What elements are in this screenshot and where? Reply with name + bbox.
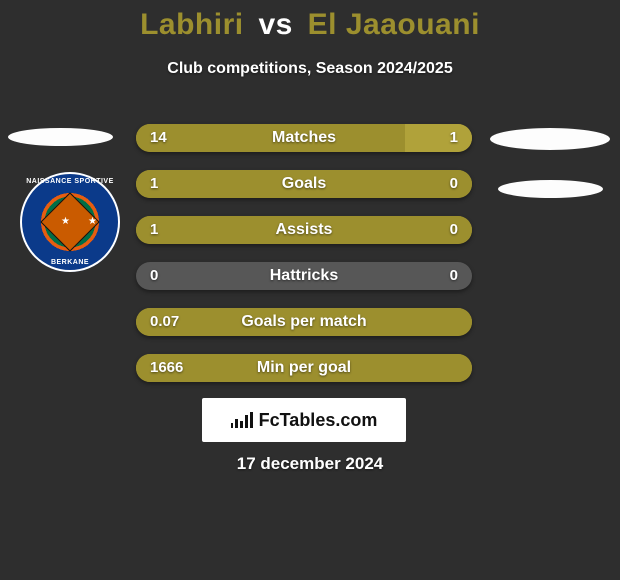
badge-stars: ★★	[20, 216, 138, 227]
placeholder-ellipse	[490, 128, 610, 150]
canvas: Labhiri vs El Jaaouani Club competitions…	[0, 0, 620, 580]
stat-label: Matches	[136, 124, 472, 152]
badge-text-bottom: BERKANE	[20, 259, 120, 266]
fctables-logo: FcTables.com	[202, 398, 406, 442]
stat-row: 0.07Goals per match	[136, 308, 472, 336]
stat-row: 141Matches	[136, 124, 472, 152]
stat-label: Goals per match	[136, 308, 472, 336]
club-badge: ★★ NAISSANCE SPORTIVE BERKANE	[20, 172, 120, 272]
stat-label: Min per goal	[136, 354, 472, 382]
stat-row: 10Assists	[136, 216, 472, 244]
date-label: 17 december 2024	[0, 454, 620, 474]
stat-row: 10Goals	[136, 170, 472, 198]
stat-row: 00Hattricks	[136, 262, 472, 290]
stats-block: 141Matches 10Goals 10Assists 00Hattricks 0.0…	[136, 124, 472, 400]
placeholder-ellipse	[498, 180, 603, 198]
logo-text: FcTables.com	[259, 410, 378, 431]
page-title: Labhiri vs El Jaaouani	[0, 8, 620, 42]
title-player2: El Jaaouani	[308, 8, 480, 41]
logo-bars-icon	[231, 412, 253, 428]
placeholder-ellipse	[8, 128, 113, 146]
title-vs: vs	[252, 8, 298, 41]
stat-row: 1666Min per goal	[136, 354, 472, 382]
subtitle: Club competitions, Season 2024/2025	[0, 60, 620, 78]
title-player1: Labhiri	[140, 8, 244, 41]
badge-text-top: NAISSANCE SPORTIVE	[20, 178, 120, 185]
stat-label: Hattricks	[136, 262, 472, 290]
stat-label: Assists	[136, 216, 472, 244]
stat-label: Goals	[136, 170, 472, 198]
